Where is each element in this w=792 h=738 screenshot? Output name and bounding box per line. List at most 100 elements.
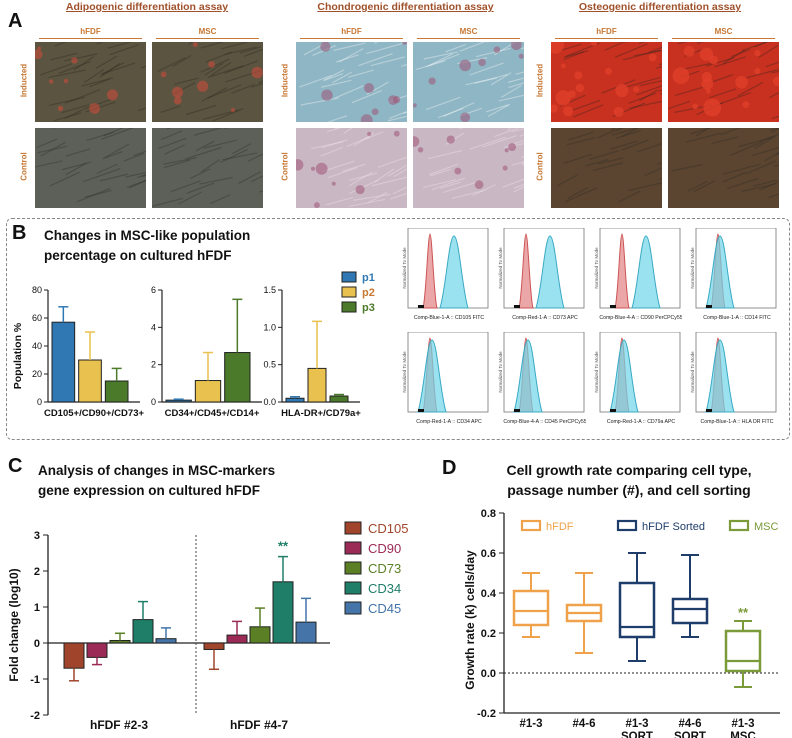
category-label: CD105+/CD90+/CD73+ [44, 408, 145, 419]
panel-b-chart-msc-positive: 0 20 40 60 80 CD105+/CD90+/CD73+ [32, 285, 144, 419]
micrograph [152, 128, 263, 208]
flow-axis-label: Comp-Blue-4-A :: CD45 PerCPCy55 [503, 419, 586, 425]
bar-CD34 [272, 581, 294, 644]
y-tick-label: 2 [34, 566, 40, 578]
texture-streak [231, 83, 256, 94]
texture-streak [64, 89, 101, 104]
stained-cell [742, 101, 750, 109]
bar-p3 [224, 352, 251, 403]
texture-streak [259, 190, 263, 193]
texture-streak [157, 57, 186, 73]
texture-streak [96, 163, 118, 174]
bar-p2 [78, 359, 102, 403]
panel-d-title-line2: passage number (#), and cell sorting [507, 482, 751, 498]
texture-streak [163, 157, 197, 165]
flow-axis-label: Comp-Red-1-A :: CD73 APC [512, 315, 578, 321]
category-label: MSC [730, 731, 756, 738]
column-label: MSC [198, 27, 217, 36]
stained-cell [402, 42, 407, 45]
plot-frame [695, 227, 777, 309]
category-label: #4-6 [572, 718, 595, 730]
y-tick-label: 60 [32, 313, 42, 323]
box [618, 581, 656, 639]
texture-streak [100, 128, 133, 141]
stained-cell [160, 71, 167, 78]
y-tick-label: 0 [37, 397, 42, 407]
legend-label: hFDF Sorted [642, 521, 705, 533]
texture-streak [346, 136, 370, 147]
micrograph-texture [35, 128, 146, 203]
texture-streak [64, 109, 84, 120]
stained-cell [364, 83, 375, 94]
sample-peak [609, 339, 639, 413]
gate-marker [514, 409, 520, 412]
y-tick-label: -2 [30, 710, 40, 722]
stained-cell [296, 159, 304, 171]
column-label-underline [555, 38, 658, 39]
texture-streak [334, 85, 364, 99]
control-peak [518, 233, 534, 309]
legend-label-p3: p3 [362, 302, 375, 314]
micrograph [668, 42, 779, 122]
texture-streak [423, 51, 458, 60]
micrograph [35, 42, 146, 122]
micrograph-texture [668, 42, 779, 120]
texture-streak [299, 74, 332, 88]
texture-streak [659, 178, 662, 181]
stained-cell [699, 47, 714, 61]
texture-streak [566, 137, 595, 146]
y-tick-label: 1.5 [263, 285, 276, 295]
texture-streak [54, 42, 67, 47]
texture-streak [125, 171, 146, 178]
legend-swatch-p2 [341, 286, 357, 298]
texture-streak [680, 62, 713, 71]
y-tick-label: 1.0 [263, 322, 276, 332]
texture-streak [469, 136, 506, 150]
texture-streak [188, 42, 194, 45]
micrograph [152, 42, 263, 122]
legend-label-p2: p2 [362, 287, 375, 299]
stained-cell [310, 166, 316, 171]
flow-ylabel: Normalized To Mode [498, 247, 503, 289]
texture-streak [389, 110, 407, 119]
stained-cell [683, 45, 695, 57]
plot-frame [503, 331, 585, 413]
stained-cell [320, 42, 331, 52]
stained-cell [474, 180, 484, 189]
flow-axis-label: Comp-Blue-1-A :: CD14 FITC [703, 315, 771, 321]
texture-streak [49, 171, 80, 187]
texture-streak [137, 107, 146, 112]
texture-streak [37, 145, 68, 154]
texture-streak [326, 196, 354, 206]
micrograph-texture [35, 42, 146, 122]
texture-streak [592, 162, 624, 171]
texture-streak [629, 100, 662, 109]
texture-streak [506, 128, 512, 131]
texture-streak [351, 89, 382, 104]
texture-streak [36, 138, 58, 149]
texture-streak [76, 187, 111, 203]
texture-streak [754, 42, 768, 48]
texture-streak [170, 180, 201, 193]
texture-streak [639, 89, 659, 102]
stained-cell [508, 143, 517, 152]
texture-streak [515, 71, 524, 75]
texture-streak [661, 129, 662, 132]
texture-streak [133, 150, 146, 157]
texture-streak [511, 161, 524, 166]
texture-streak [729, 141, 763, 156]
stained-cell [171, 86, 184, 98]
texture-streak [759, 133, 779, 142]
texture-streak [102, 151, 123, 160]
texture-streak [475, 47, 511, 58]
legend-label-CD45: CD45 [368, 601, 401, 616]
texture-streak [709, 88, 737, 99]
gate-marker [418, 305, 424, 308]
texture-streak [160, 105, 181, 114]
texture-streak [746, 68, 779, 79]
stained-cell [735, 75, 748, 89]
bar-CD73 [109, 639, 131, 644]
texture-streak [465, 77, 497, 86]
